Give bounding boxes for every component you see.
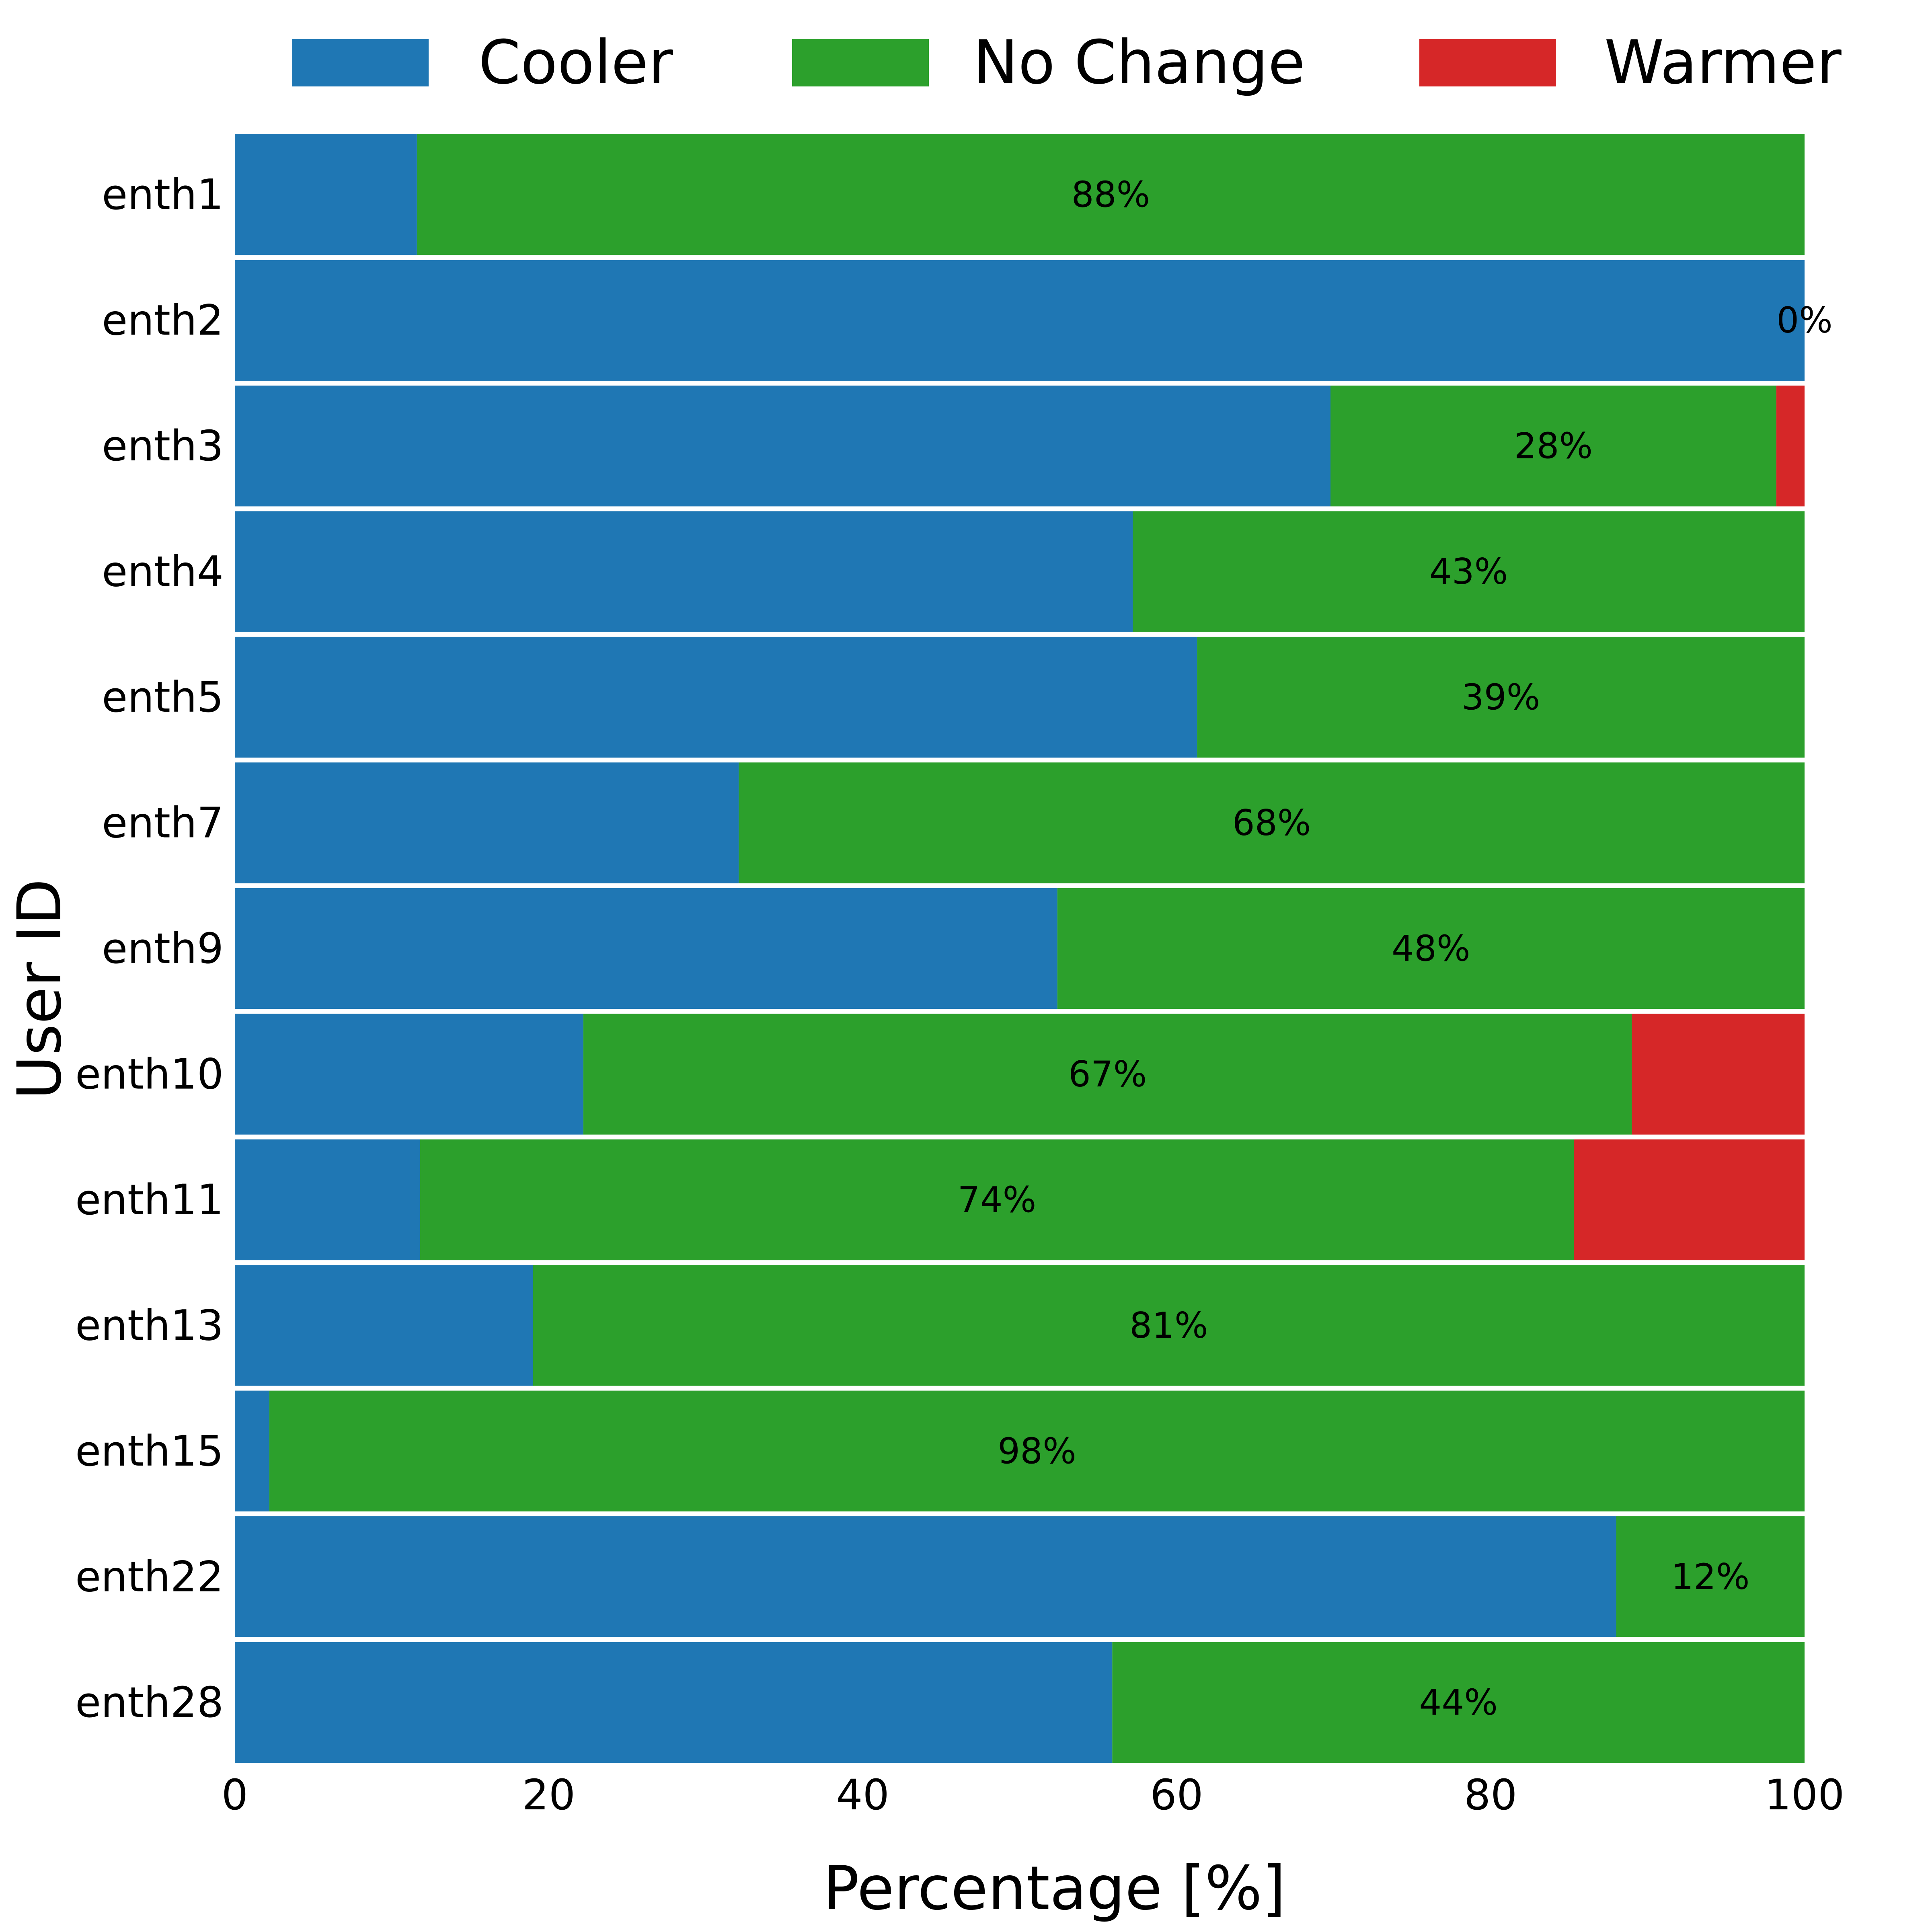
- data-label-enth22: 12%: [1671, 1556, 1750, 1597]
- data-label-enth1: 88%: [1072, 174, 1150, 216]
- y-tick-label-enth5: enth5: [102, 673, 224, 722]
- legend-swatch-warmer: [1419, 39, 1556, 86]
- bar-warmer-enth3: [1776, 385, 1805, 507]
- bar-no-change-enth9: [1057, 888, 1805, 1009]
- bar-no-change-enth22: [1616, 1516, 1805, 1637]
- data-label-enth5: 39%: [1462, 677, 1540, 718]
- data-label-enth13: 81%: [1129, 1305, 1208, 1346]
- data-label-enth11: 74%: [958, 1179, 1037, 1220]
- y-tick-label-enth15: enth15: [75, 1427, 224, 1476]
- y-tick-label-enth22: enth22: [75, 1552, 224, 1601]
- bar-cooler-enth13: [235, 1265, 533, 1386]
- legend-swatch-no-change: [792, 39, 929, 86]
- bar-cooler-enth5: [235, 636, 1197, 758]
- data-label-enth2: 0%: [1776, 300, 1833, 341]
- y-tick-label-enth4: enth4: [102, 547, 224, 596]
- y-tick-label-enth9: enth9: [102, 924, 224, 973]
- legend: Cooler No Change Warmer: [292, 28, 1842, 98]
- bar-cooler-enth1: [235, 134, 417, 255]
- data-label-enth4: 43%: [1429, 551, 1508, 592]
- x-tick-label-40: 40: [836, 1770, 889, 1819]
- bar-cooler-enth22: [235, 1516, 1616, 1637]
- x-tick-label-0: 0: [222, 1770, 248, 1819]
- bar-no-change-enth7: [739, 762, 1805, 883]
- legend-swatch-cooler: [292, 39, 429, 86]
- bar-cooler-enth4: [235, 511, 1133, 632]
- bar-cooler-enth15: [235, 1390, 269, 1512]
- bar-no-change-enth11: [420, 1139, 1574, 1261]
- bars-group: [235, 134, 1805, 1763]
- bar-no-change-enth1: [417, 134, 1805, 255]
- bar-cooler-enth3: [235, 385, 1330, 507]
- x-tick-label-20: 20: [522, 1770, 575, 1819]
- bar-no-change-enth4: [1133, 511, 1805, 632]
- data-label-enth7: 68%: [1232, 802, 1311, 844]
- bar-no-change-enth15: [269, 1390, 1805, 1512]
- data-label-enth28: 44%: [1419, 1682, 1498, 1723]
- y-axis-title: User ID: [5, 879, 75, 1099]
- x-axis-title: Percentage [%]: [823, 1854, 1285, 1924]
- y-tick-label-enth11: enth11: [75, 1175, 224, 1224]
- x-axis-ticks: 0 20 40 60 80 100: [222, 1770, 1844, 1819]
- data-label-enth9: 48%: [1392, 928, 1470, 969]
- x-tick-label-80: 80: [1464, 1770, 1517, 1819]
- bar-cooler-enth11: [235, 1139, 420, 1261]
- legend-label-warmer: Warmer: [1604, 28, 1842, 98]
- legend-label-no-change: No Change: [973, 28, 1305, 98]
- data-label-enth10: 67%: [1068, 1053, 1147, 1095]
- y-axis-ticks: enth1 enth2 enth3 enth4 enth5 enth7 enth9 enth1…: [75, 170, 224, 1727]
- y-tick-label-enth28: enth28: [75, 1678, 224, 1727]
- bar-no-change-enth10: [583, 1014, 1632, 1135]
- y-tick-label-enth2: enth2: [102, 296, 224, 345]
- bar-cooler-enth9: [235, 888, 1057, 1009]
- bar-no-change-enth3: [1330, 385, 1776, 507]
- bar-cooler-enth7: [235, 762, 739, 883]
- y-tick-label-enth7: enth7: [102, 799, 224, 848]
- x-tick-label-60: 60: [1150, 1770, 1203, 1819]
- data-label-enth15: 98%: [998, 1430, 1076, 1472]
- bar-no-change-enth13: [533, 1265, 1805, 1386]
- legend-label-cooler: Cooler: [478, 28, 673, 98]
- y-tick-label-enth10: enth10: [75, 1049, 224, 1098]
- data-labels-group: 88% 0% 28% 43% 39% 68% 48% 67% 74% 81% 98% 12% 44%: [958, 174, 1833, 1723]
- bar-warmer-enth11: [1574, 1139, 1805, 1261]
- bar-cooler-enth10: [235, 1014, 583, 1135]
- data-label-enth3: 28%: [1514, 425, 1593, 467]
- bar-warmer-enth10: [1632, 1014, 1805, 1135]
- bar-cooler-enth2: [235, 260, 1805, 381]
- bar-no-change-enth5: [1197, 636, 1805, 758]
- y-tick-label-enth1: enth1: [102, 170, 224, 219]
- bar-no-change-enth28: [1112, 1642, 1805, 1763]
- x-tick-label-100: 100: [1765, 1770, 1845, 1819]
- y-tick-label-enth3: enth3: [102, 421, 224, 470]
- y-tick-label-enth13: enth13: [75, 1301, 224, 1350]
- bar-cooler-enth28: [235, 1642, 1113, 1763]
